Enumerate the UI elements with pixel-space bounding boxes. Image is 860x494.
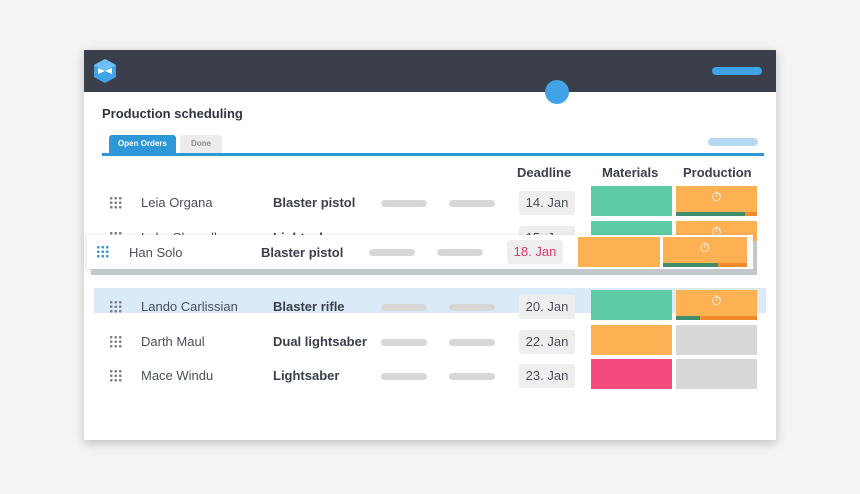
product-name: Dual lightsaber <box>273 334 367 349</box>
customer-name: Han Solo <box>129 245 183 260</box>
placeholder-bar <box>381 304 427 311</box>
drag-grip-icon[interactable] <box>96 245 109 258</box>
production-status[interactable]: ⏱ <box>676 290 757 320</box>
drag-grip-icon[interactable] <box>109 300 122 313</box>
materials-status[interactable] <box>591 290 672 320</box>
dragged-table-row[interactable]: Han Solo Blaster pistol 18. Jan ⏱ <box>87 235 753 269</box>
placeholder-bar <box>449 200 495 207</box>
progress-track <box>676 316 757 320</box>
column-header-production[interactable]: Production <box>683 165 752 180</box>
placeholder-bar <box>381 339 427 346</box>
placeholder-bar <box>449 304 495 311</box>
cursor-indicator <box>545 80 569 104</box>
placeholder-bar <box>449 339 495 346</box>
product-name: Lightsaber <box>273 368 340 383</box>
stopwatch-icon: ⏱ <box>711 293 722 308</box>
placeholder-bar <box>369 249 415 256</box>
drag-grip-icon[interactable] <box>109 335 122 348</box>
deadline-badge: 18. Jan <box>507 240 563 264</box>
materials-status[interactable] <box>591 186 672 216</box>
product-name: Blaster rifle <box>273 299 345 314</box>
customer-name: Darth Maul <box>141 334 205 349</box>
deadline-badge: 14. Jan <box>519 191 575 215</box>
table-row[interactable]: Darth Maul Dual lightsaber 22. Jan <box>84 325 776 357</box>
customer-name: Leia Organa <box>141 195 213 210</box>
column-header-materials[interactable]: Materials <box>602 165 659 180</box>
placeholder-bar <box>449 373 495 380</box>
top-bar <box>84 50 776 92</box>
materials-status[interactable] <box>591 359 672 389</box>
tab-underline <box>102 153 764 156</box>
materials-status[interactable] <box>591 325 672 355</box>
drag-grip-icon[interactable] <box>109 196 122 209</box>
production-status[interactable]: ⏱ <box>676 186 757 216</box>
placeholder-bar <box>381 200 427 207</box>
progress-fill <box>676 212 745 216</box>
stopwatch-icon: ⏱ <box>699 240 711 255</box>
table-row[interactable]: Mace Windu Lightsaber 23. Jan <box>84 359 776 391</box>
user-menu-placeholder[interactable] <box>712 67 762 75</box>
tab-open-orders[interactable]: Open Orders <box>109 135 176 153</box>
drag-grip-icon[interactable] <box>109 369 122 382</box>
deadline-badge: 23. Jan <box>519 364 575 388</box>
stopwatch-icon: ⏱ <box>711 189 722 204</box>
production-status[interactable] <box>676 359 757 389</box>
table-row[interactable]: Lando Carlissian Blaster rifle 20. Jan ⏱ <box>84 290 776 322</box>
production-status[interactable] <box>676 325 757 355</box>
stopwatch-icon: ⏱ <box>711 224 722 239</box>
column-header-deadline[interactable]: Deadline <box>517 165 572 180</box>
table-row[interactable]: Leia Organa Blaster pistol 14. Jan ⏱ <box>84 186 776 218</box>
product-name: Blaster pistol <box>273 195 356 210</box>
product-name: Blaster pistol <box>261 245 344 260</box>
progress-fill <box>663 263 718 267</box>
customer-name: Lando Carlissian <box>141 299 238 314</box>
production-status[interactable]: ⏱ <box>663 237 747 267</box>
bowtie-logo-icon[interactable] <box>94 59 116 83</box>
progress-fill <box>676 316 701 320</box>
tab-done[interactable]: Done <box>180 135 222 153</box>
deadline-badge: 20. Jan <box>519 295 575 319</box>
placeholder-bar <box>437 249 483 256</box>
placeholder-bar <box>381 373 427 380</box>
customer-name: Mace Windu <box>141 368 214 383</box>
deadline-badge: 22. Jan <box>519 330 575 354</box>
filter-placeholder[interactable] <box>708 138 758 146</box>
page-title: Production scheduling <box>102 106 243 121</box>
materials-status[interactable] <box>578 237 660 267</box>
